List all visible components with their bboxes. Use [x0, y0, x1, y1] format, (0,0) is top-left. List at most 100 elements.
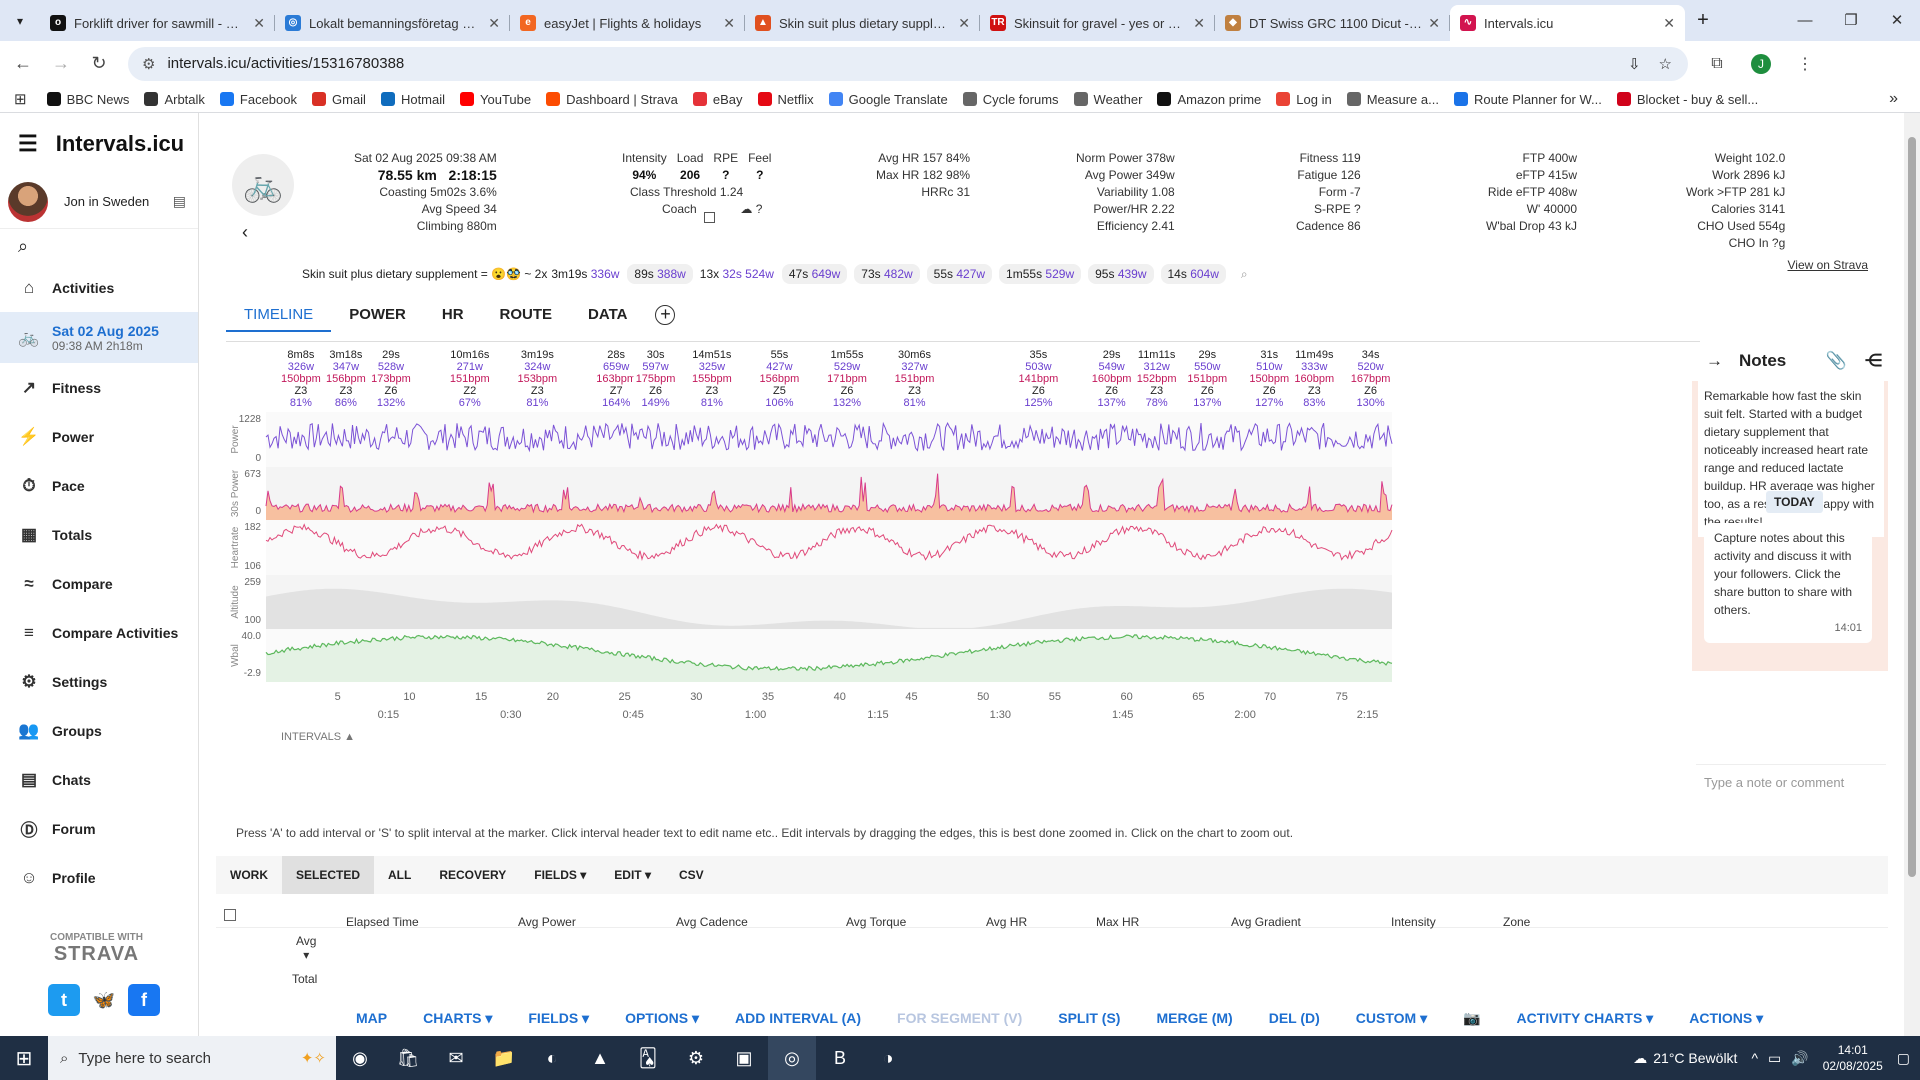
interval-header-z[interactable]: Z5	[773, 385, 786, 397]
windows-start-icon[interactable]: ⊞	[15, 1047, 33, 1070]
toolbar-button[interactable]: DEL (D)	[1268, 1010, 1320, 1026]
close-tab-icon[interactable]: ✕	[723, 14, 735, 31]
sidebar-item-forum[interactable]: Ⓓ Forum	[0, 804, 198, 853]
bookmark-item[interactable]: Route Planner for W...	[1453, 92, 1602, 107]
interval-header-hr[interactable]: 171bpm	[827, 373, 867, 385]
close-tab-icon[interactable]: ✕	[488, 14, 500, 31]
filter-work[interactable]: WORK	[230, 868, 268, 882]
distance-value[interactable]: 78.55 km	[377, 167, 437, 183]
select-all-checkbox[interactable]	[224, 908, 236, 921]
activity-date[interactable]: Sat 02 Aug 2025	[354, 151, 443, 165]
stat-line[interactable]: eFTP 415w	[1515, 168, 1577, 182]
bookmark-item[interactable]: Blocket - buy & sell...	[1616, 92, 1758, 107]
stat-line[interactable]: HRRc 31	[921, 185, 971, 199]
app-icon[interactable]: ▲	[591, 1048, 609, 1068]
stat-line[interactable]: Avg Power 349w	[1084, 168, 1175, 182]
interval-header-z[interactable]: Z3	[294, 385, 307, 397]
interval-header-hr[interactable]: 141bpm	[1019, 373, 1059, 385]
effort-chip[interactable]: 14s 604w	[1160, 264, 1226, 284]
interval-header[interactable]	[1185, 346, 1230, 412]
more-bookmarks-icon[interactable]: »	[1889, 90, 1898, 107]
interval-header-w[interactable]: 333w	[1301, 361, 1327, 373]
toolbar-button[interactable]: ADD INTERVAL (A)	[735, 1010, 862, 1026]
interval-header-hr[interactable]: 173bpm	[371, 373, 411, 385]
facebook-icon[interactable]: f	[128, 984, 160, 1016]
interval-header-hr[interactable]: 160bpm	[1294, 373, 1334, 385]
interval-header-w[interactable]: 312w	[1144, 361, 1170, 373]
column-header[interactable]: Avg Cadence	[676, 914, 748, 929]
activity-name[interactable]: Skin suit plus dietary supplement = 😮🥸 ~…	[302, 267, 548, 281]
interval-header-d[interactable]: 8m8s	[287, 349, 314, 361]
interval-header-d[interactable]: 35s	[1030, 349, 1048, 361]
interval-header-hr[interactable]: 151bpm	[1187, 373, 1227, 385]
interval-header-z[interactable]: Z2	[463, 385, 476, 397]
duration-value[interactable]: 2:18:15	[448, 167, 497, 183]
interval-header-hr[interactable]: 160bpm	[1092, 373, 1132, 385]
interval-header-w[interactable]: 597w	[642, 361, 668, 373]
bookmark-item[interactable]: Log in	[1276, 92, 1332, 107]
interval-header-w[interactable]: 549w	[1098, 361, 1124, 373]
toolbar-button[interactable]: OPTIONS ▾	[625, 1009, 700, 1026]
stat-line[interactable]: Form -7	[1318, 185, 1361, 199]
interval-header-hr[interactable]: 156bpm	[326, 373, 366, 385]
copilot-icon[interactable]: ◉	[352, 1048, 368, 1068]
avg-row-label[interactable]: Avg ▾	[296, 934, 316, 962]
interval-header-p[interactable]: 149%	[642, 397, 670, 409]
interval-header-z[interactable]: Z6	[1364, 385, 1377, 397]
bookmark-item[interactable]: eBay	[692, 92, 743, 107]
interval-header-z[interactable]: Z3	[340, 385, 353, 397]
stat-line[interactable]: Max HR 182 98%	[876, 168, 971, 182]
interval-header-p[interactable]: 125%	[1024, 397, 1052, 409]
timeline-svg[interactable]: 8m8s326w150bpmZ381%3m18s347w156bpmZ386%2…	[226, 342, 1700, 810]
activity-time[interactable]: 09:38 AM	[446, 151, 497, 165]
intervals-toggle[interactable]: INTERVALS ▲	[281, 731, 355, 743]
close-tab-icon[interactable]: ✕	[1428, 14, 1440, 31]
interval-header[interactable]	[1016, 346, 1061, 412]
interval-header-w[interactable]: 659w	[603, 361, 629, 373]
close-tab-icon[interactable]: ✕	[1193, 14, 1205, 31]
interval-header-d[interactable]: 29s	[1198, 349, 1216, 361]
interval-header-z[interactable]: Z6	[649, 385, 662, 397]
interval-header-d[interactable]: 30s	[647, 349, 665, 361]
interval-header-w[interactable]: 427w	[766, 361, 792, 373]
toolbar-button[interactable]: CHARTS ▾	[423, 1009, 493, 1026]
bookmark-item[interactable]: Netflix	[757, 92, 814, 107]
interval-header-z[interactable]: Z3	[908, 385, 921, 397]
interval-header-w[interactable]: 550w	[1194, 361, 1220, 373]
interval-header-z[interactable]: Z6	[841, 385, 854, 397]
browser-tab[interactable]: ▲ Skin suit plus dietary suppleme ✕	[745, 5, 980, 41]
interval-header-z[interactable]: Z3	[1308, 385, 1321, 397]
stat-line[interactable]: CHO Used 554g	[1697, 219, 1786, 233]
interval-header[interactable]	[1089, 346, 1134, 412]
filter-csv[interactable]: CSV	[678, 868, 704, 882]
interval-header-w[interactable]: 529w	[834, 361, 860, 373]
sidebar-item-activities[interactable]: ⌂ Activities	[0, 263, 198, 312]
file-explorer-icon[interactable]: 📁	[492, 1048, 516, 1068]
interval-header-w[interactable]: 347w	[333, 361, 359, 373]
interval-header-z[interactable]: Z7	[610, 385, 623, 397]
close-tab-icon[interactable]: ✕	[958, 14, 970, 31]
stat-line[interactable]: W' 40000	[1526, 202, 1577, 216]
sidebar-item-fitness[interactable]: ↗ Fitness	[0, 363, 198, 412]
outlook-icon[interactable]: ✉	[448, 1048, 464, 1068]
page-scrollbar[interactable]	[1904, 113, 1920, 1036]
interval-header-p[interactable]: 130%	[1357, 397, 1385, 409]
minimize-button[interactable]: —	[1797, 12, 1813, 29]
interval-header-d[interactable]: 10m16s	[450, 349, 490, 361]
stat-line[interactable]: Weight 102.0	[1714, 151, 1786, 165]
stat-line[interactable]: S-RPE ?	[1314, 202, 1361, 216]
interval-header[interactable]	[1134, 346, 1179, 412]
interval-header[interactable]	[1292, 346, 1337, 412]
stat-line[interactable]: Power/HR 2.22	[1093, 202, 1175, 216]
stat-line[interactable]: Work 2896 kJ	[1712, 168, 1786, 182]
install-icon[interactable]: ⇩	[1627, 55, 1641, 73]
interval-header-p[interactable]: 81%	[526, 397, 548, 409]
browser-tab[interactable]: ◎ Lokalt bemanningsföretag & re ✕	[275, 5, 510, 41]
twitter-icon[interactable]: t	[48, 984, 80, 1016]
toolbar-button[interactable]: MAP	[356, 1010, 388, 1026]
interval-header[interactable]	[368, 346, 413, 412]
bookmark-item[interactable]: Weather	[1073, 92, 1142, 107]
profile-avatar-icon[interactable]: J	[1746, 53, 1776, 74]
interval-header-hr[interactable]: 151bpm	[450, 373, 490, 385]
coach-checkbox[interactable]	[704, 212, 716, 224]
